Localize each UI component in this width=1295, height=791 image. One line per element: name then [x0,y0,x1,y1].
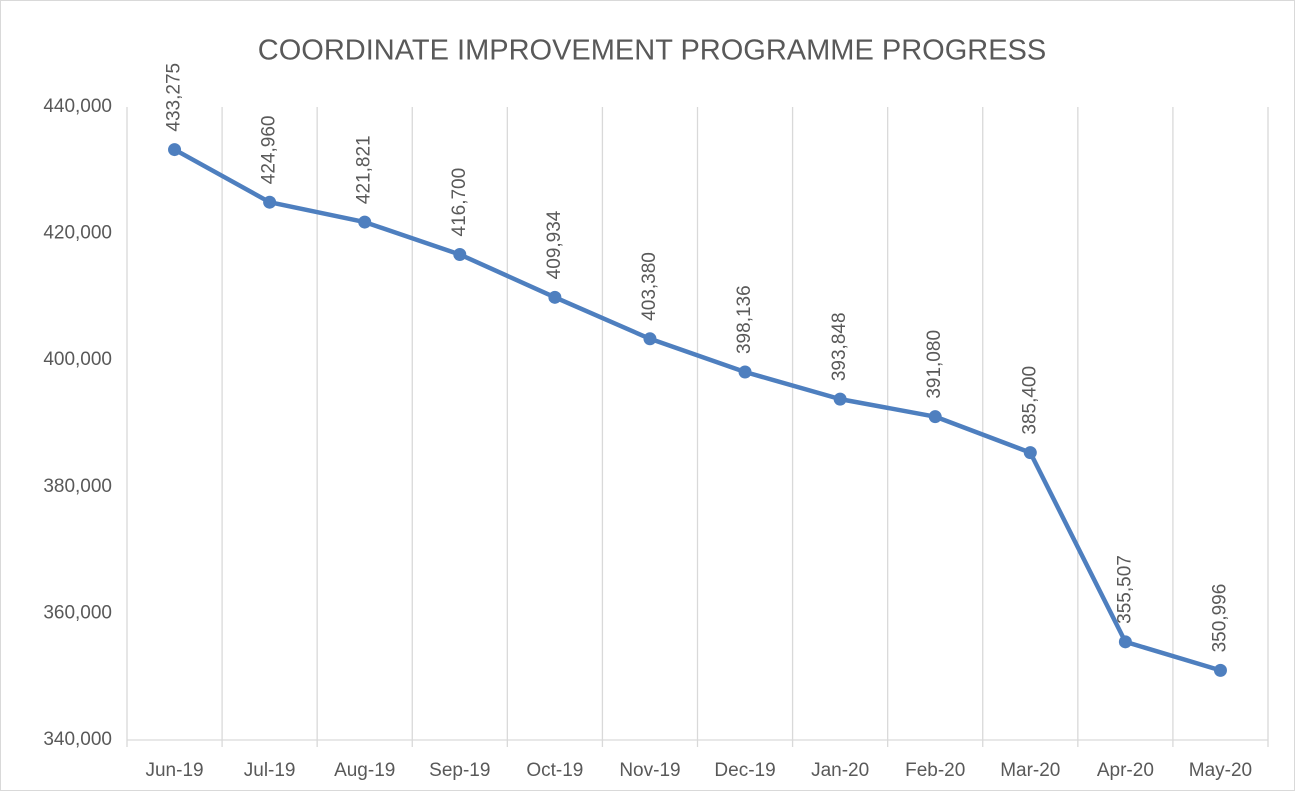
data-label: 391,080 [924,330,945,399]
x-tick-label: Jul-19 [244,760,296,781]
y-tick-label: 360,000 [43,602,112,623]
data-label: 421,821 [354,135,375,204]
data-label: 409,934 [544,210,565,279]
chart-title: COORDINATE IMPROVEMENT PROGRAMME PROGRES… [258,35,1046,67]
data-label: 416,700 [449,168,470,237]
x-tick-label: Feb-20 [905,760,965,781]
x-tick-label: Dec-19 [714,760,775,781]
x-tick-label: Jan-20 [811,760,869,781]
y-tick-label: 440,000 [43,96,112,117]
marker [643,332,657,346]
marker [1118,635,1132,649]
marker [263,195,277,209]
x-tick-label: Aug-19 [334,760,395,781]
y-tick-label: 380,000 [43,476,112,497]
x-tick-label: May-20 [1189,760,1252,781]
y-tick-label: 400,000 [43,349,112,370]
marker [833,392,847,406]
x-tick-label: Nov-19 [619,760,680,781]
x-tick-label: Sep-19 [429,760,490,781]
x-tick-label: Jun-19 [145,760,203,781]
marker [168,143,182,157]
marker [738,365,752,379]
marker [358,215,372,229]
marker [548,290,562,304]
y-tick-label: 420,000 [43,223,112,244]
data-label: 424,960 [259,116,280,185]
marker [1023,446,1037,460]
data-label: 350,996 [1209,584,1230,653]
x-tick-label: Apr-20 [1097,760,1154,781]
data-label: 393,848 [829,312,850,381]
data-label: 403,380 [639,252,660,321]
marker [928,410,942,424]
x-tick-label: Oct-19 [526,760,583,781]
data-label: 385,400 [1019,366,1040,435]
marker [1213,663,1227,677]
line [173,147,1222,673]
data-label: 398,136 [734,285,755,354]
data-label: 433,275 [164,63,185,132]
data-label: 355,507 [1114,555,1135,624]
y-tick-label: 340,000 [43,729,112,750]
x-tick-label: Mar-20 [1000,760,1060,781]
marker [453,247,467,261]
